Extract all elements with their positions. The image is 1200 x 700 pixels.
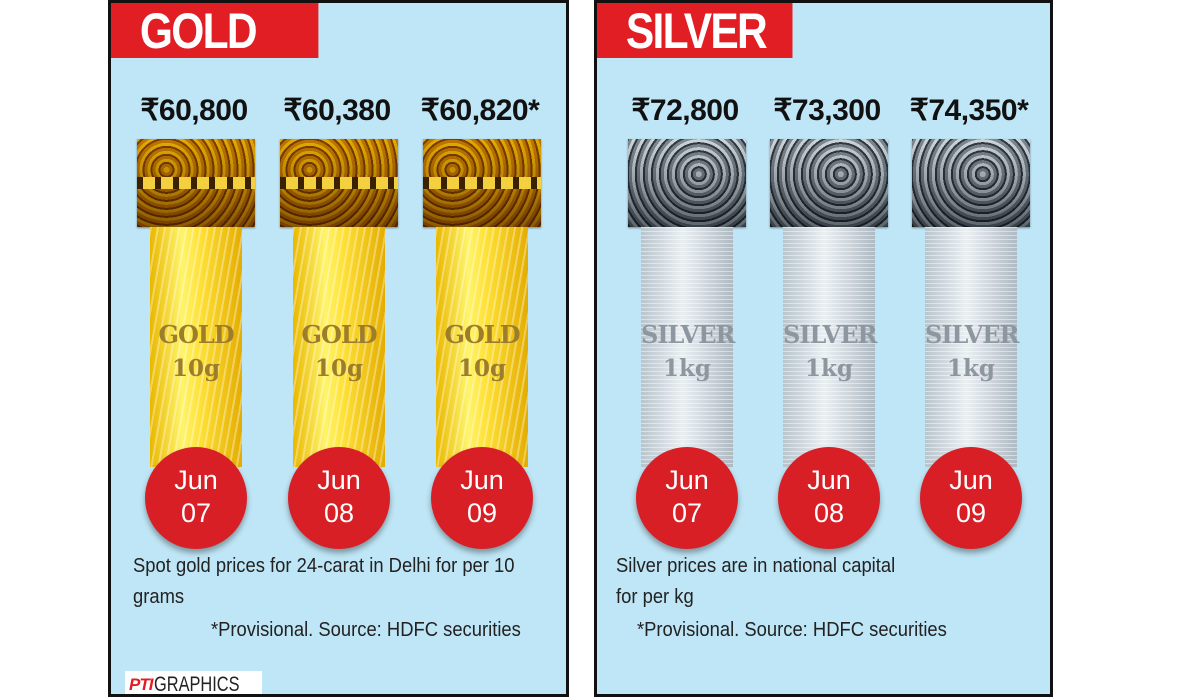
silver-title: SILVER bbox=[597, 3, 793, 59]
gold-source: *Provisional. Source: HDFC securities bbox=[211, 619, 521, 641]
silver-panel: SILVER ₹72,800 SILVER 1kg Jun 07 ₹73,300… bbox=[594, 0, 1053, 697]
bar-weight-label: 10g bbox=[314, 355, 364, 382]
gold-item-jun-08: ₹60,380 GOLD 10g Jun 08 bbox=[262, 93, 412, 549]
bar-weight-label: 1kg bbox=[662, 355, 712, 382]
date-day: 08 bbox=[323, 498, 355, 528]
bar-metal-label: SILVER bbox=[783, 320, 877, 349]
silver-source: *Provisional. Source: HDFC securities bbox=[637, 619, 947, 641]
gold-price: ₹60,380 bbox=[283, 94, 391, 127]
gold-price: ₹60,800 bbox=[140, 94, 248, 127]
silver-note: Silver prices are in national capital fo… bbox=[616, 555, 896, 608]
bar-metal-label: SILVER bbox=[925, 320, 1019, 349]
gold-note: Spot gold prices for 24-carat in Delhi f… bbox=[133, 555, 515, 608]
gold-bar: GOLD 10g bbox=[150, 227, 242, 467]
bar-metal-label: SILVER bbox=[641, 320, 735, 349]
silver-item-jun-09: ₹74,350* SILVER 1kg Jun 09 bbox=[894, 93, 1044, 549]
date-day: 07 bbox=[180, 498, 212, 528]
silver-bar: SILVER 1kg bbox=[783, 227, 877, 467]
silver-ornament-image bbox=[912, 139, 1030, 227]
gold-bar: GOLD 10g bbox=[293, 227, 385, 467]
bar-metal-label: GOLD bbox=[301, 320, 377, 349]
gold-ornament-image bbox=[137, 139, 255, 227]
silver-price: ₹72,800 bbox=[631, 94, 739, 127]
silver-price: ₹74,350* bbox=[909, 94, 1029, 127]
gold-item-jun-09: ₹60,820* GOLD 10g Jun 09 bbox=[405, 93, 555, 549]
date-day: 09 bbox=[466, 498, 498, 528]
date-day: 08 bbox=[813, 498, 845, 528]
gold-title: GOLD bbox=[111, 3, 319, 59]
date-month: Jun bbox=[174, 465, 218, 495]
date-month: Jun bbox=[665, 465, 709, 495]
gold-ornament-image bbox=[423, 139, 541, 227]
credit-text: GRAPHICS bbox=[154, 672, 241, 696]
bar-weight-label: 10g bbox=[457, 355, 507, 382]
bar-metal-label: GOLD bbox=[444, 320, 520, 349]
gold-panel: GOLD ₹60,800 GOLD 10g Jun 07 ₹60,380 GOL… bbox=[108, 0, 569, 697]
gold-ornament-image bbox=[280, 139, 398, 227]
date-badge: Jun 08 bbox=[288, 447, 390, 549]
date-badge: Jun 08 bbox=[778, 447, 880, 549]
silver-ornament-image bbox=[628, 139, 746, 227]
bar-weight-label: 10g bbox=[171, 355, 221, 382]
silver-item-jun-07: ₹72,800 SILVER 1kg Jun 07 bbox=[610, 93, 760, 549]
silver-bar: SILVER 1kg bbox=[925, 227, 1019, 467]
silver-ornament-image bbox=[770, 139, 888, 227]
pti-logo: PTI bbox=[129, 674, 153, 694]
date-badge: Jun 09 bbox=[431, 447, 533, 549]
date-day: 09 bbox=[955, 498, 987, 528]
date-badge: Jun 07 bbox=[636, 447, 738, 549]
silver-item-jun-08: ₹73,300 SILVER 1kg Jun 08 bbox=[752, 93, 902, 549]
bar-weight-label: 1kg bbox=[804, 355, 854, 382]
date-badge: Jun 07 bbox=[145, 447, 247, 549]
date-day: 07 bbox=[671, 498, 703, 528]
gold-bar: GOLD 10g bbox=[436, 227, 528, 467]
date-month: Jun bbox=[460, 465, 504, 495]
gold-item-jun-07: ₹60,800 GOLD 10g Jun 07 bbox=[119, 93, 269, 549]
pti-graphics-credit: PTI GRAPHICS bbox=[125, 671, 262, 696]
date-month: Jun bbox=[949, 465, 993, 495]
silver-price: ₹73,300 bbox=[773, 94, 881, 127]
bar-weight-label: 1kg bbox=[946, 355, 996, 382]
gold-price: ₹60,820* bbox=[420, 94, 540, 127]
silver-bar: SILVER 1kg bbox=[641, 227, 735, 467]
bar-metal-label: GOLD bbox=[158, 320, 234, 349]
date-month: Jun bbox=[807, 465, 851, 495]
date-month: Jun bbox=[317, 465, 361, 495]
date-badge: Jun 09 bbox=[920, 447, 1022, 549]
